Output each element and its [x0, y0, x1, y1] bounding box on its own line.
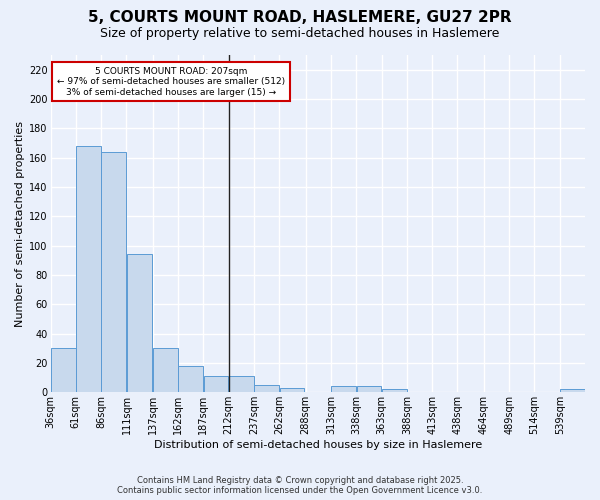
Bar — [127, 254, 152, 392]
Bar — [76, 146, 101, 392]
Bar — [382, 390, 407, 392]
Text: 5, COURTS MOUNT ROAD, HASLEMERE, GU27 2PR: 5, COURTS MOUNT ROAD, HASLEMERE, GU27 2P… — [88, 10, 512, 25]
Text: 5 COURTS MOUNT ROAD: 207sqm
← 97% of semi-detached houses are smaller (512)
3% o: 5 COURTS MOUNT ROAD: 207sqm ← 97% of sem… — [57, 66, 285, 96]
Y-axis label: Number of semi-detached properties: Number of semi-detached properties — [15, 120, 25, 326]
Text: Size of property relative to semi-detached houses in Haslemere: Size of property relative to semi-detach… — [100, 28, 500, 40]
Bar — [560, 390, 585, 392]
Bar — [356, 386, 381, 392]
Text: Contains HM Land Registry data © Crown copyright and database right 2025.
Contai: Contains HM Land Registry data © Crown c… — [118, 476, 482, 495]
Bar — [153, 348, 178, 393]
Bar — [101, 152, 126, 392]
Bar — [51, 348, 76, 393]
Bar — [280, 388, 304, 392]
Bar — [254, 385, 279, 392]
X-axis label: Distribution of semi-detached houses by size in Haslemere: Distribution of semi-detached houses by … — [154, 440, 482, 450]
Bar — [178, 366, 203, 392]
Bar — [229, 376, 254, 392]
Bar — [203, 376, 229, 392]
Bar — [331, 386, 356, 392]
